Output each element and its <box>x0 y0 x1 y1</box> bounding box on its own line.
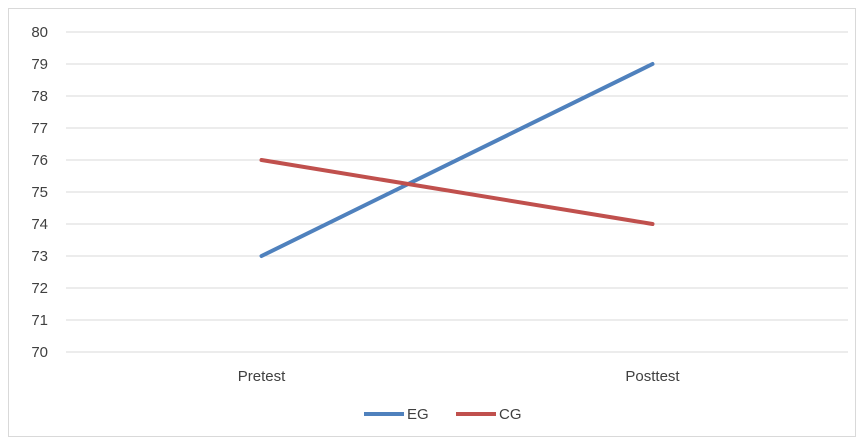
x-axis-ticks: Pretest Posttest <box>238 368 681 385</box>
y-tick-label: 80 <box>31 24 48 41</box>
series-line-cg <box>259 158 655 226</box>
legend-label-eg: EG <box>407 406 429 423</box>
y-tick-label: 72 <box>31 280 48 297</box>
chart-frame <box>8 8 856 437</box>
series-line-eg <box>259 62 655 258</box>
series-lines <box>259 62 655 258</box>
y-tick-label: 77 <box>31 120 48 137</box>
x-tick-label: Pretest <box>238 368 286 385</box>
y-tick-label: 78 <box>31 88 48 105</box>
legend: EG CG <box>364 406 522 423</box>
y-tick-label: 73 <box>31 248 48 265</box>
legend-label-cg: CG <box>499 406 522 423</box>
y-tick-label: 71 <box>31 312 48 329</box>
y-tick-label: 74 <box>31 216 48 233</box>
gridlines <box>66 31 848 353</box>
y-tick-label: 79 <box>31 56 48 73</box>
y-tick-label: 75 <box>31 184 48 201</box>
y-axis-ticks: 70 71 72 73 74 75 76 77 78 79 80 <box>31 24 48 361</box>
x-tick-label: Posttest <box>625 368 680 385</box>
y-tick-label: 70 <box>31 344 48 361</box>
y-tick-label: 76 <box>31 152 48 169</box>
